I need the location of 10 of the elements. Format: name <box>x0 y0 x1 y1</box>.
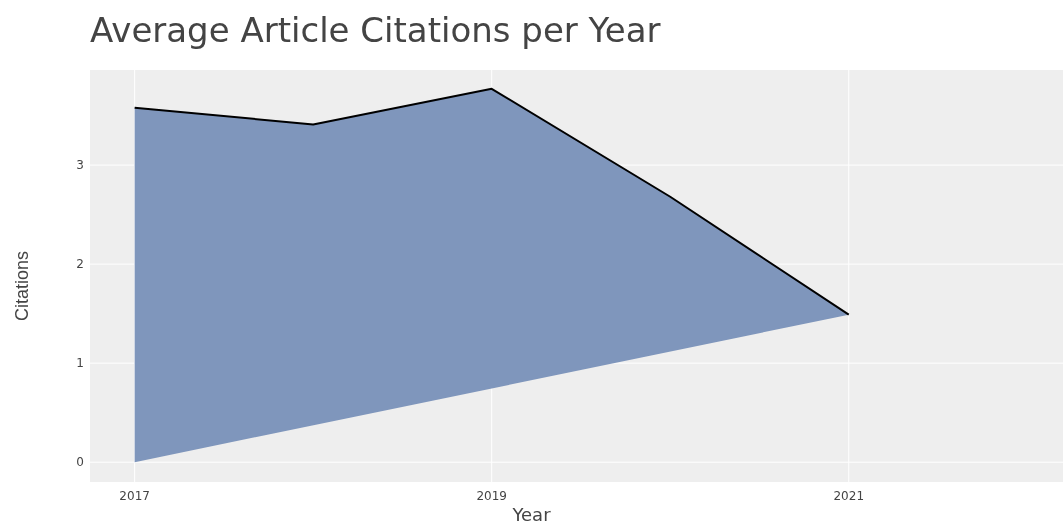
x-tick-label: 2019 <box>476 489 507 503</box>
y-axis-title: Citations <box>12 250 32 322</box>
y-tick-label: 2 <box>76 257 84 272</box>
x-tick-label: 2021 <box>833 489 865 503</box>
y-tick-label: 0 <box>76 455 84 470</box>
y-tick-label: 1 <box>76 356 84 371</box>
x-axis-title: Year <box>511 504 552 523</box>
chart-title: Average Article Citations per Year <box>90 10 661 50</box>
x-tick-label: 2017 <box>119 489 150 503</box>
y-tick-label: 3 <box>76 158 84 173</box>
